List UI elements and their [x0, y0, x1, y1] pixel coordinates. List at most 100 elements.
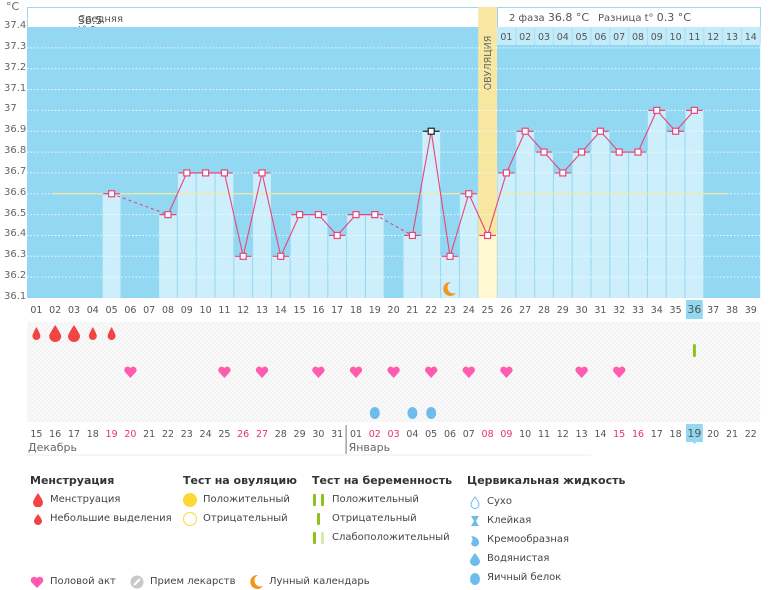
- calendar-date-label: 17: [68, 429, 80, 440]
- legend-pregnancy-title: Тест на беременность: [312, 474, 453, 487]
- drop-large-icon: [49, 325, 62, 342]
- legend-pregnancy-test: Тест на беременность Положительный Отриц…: [312, 474, 453, 544]
- legend-item-preg-positive: Положительный: [312, 494, 452, 506]
- cycle-day-label: 14: [275, 305, 287, 316]
- calendar-date-label: 30: [312, 429, 324, 440]
- temp-point: [258, 169, 266, 177]
- temp-line-segment: [374, 214, 413, 236]
- cycle-day-label: 29: [557, 305, 569, 316]
- calendar-date-label: 16: [632, 429, 644, 440]
- legend-menstruation: Менструация Менструация Небольшие выделе…: [30, 474, 172, 525]
- calendar-date-label: 17: [651, 429, 663, 440]
- temp-line-segment: [468, 193, 489, 236]
- y-tick-label: 37.4: [4, 20, 27, 31]
- legend-menstruation-title: Менструация: [30, 474, 115, 487]
- y-tick-label: 36.6: [4, 186, 27, 198]
- cycle-day-label: 21: [406, 305, 418, 316]
- legend-cervical-fluid: Цервикальная жидкость Сухо Клейкая Кремо…: [467, 474, 625, 585]
- legend-item-menstruation: Менструация: [30, 493, 172, 507]
- moon-icon: [443, 281, 456, 296]
- temp-point: [465, 190, 473, 198]
- temp-line-segment: [242, 172, 263, 257]
- cycle-day-label: 16: [312, 305, 324, 316]
- cycle-day-label: 17: [331, 305, 343, 316]
- y-tick-label: 36.2: [4, 270, 27, 282]
- calendar-date-label: 10: [519, 429, 531, 440]
- heart-icon: [312, 366, 325, 378]
- legend-item-dry: Сухо: [467, 496, 625, 509]
- calendar-date-label: 20: [124, 429, 136, 440]
- cycle-day-label: 31: [594, 305, 606, 316]
- temp-bar: [535, 152, 553, 298]
- temp-point: [615, 148, 623, 156]
- calendar-date-label: 21: [726, 429, 738, 440]
- heart-icon: [124, 366, 137, 378]
- cycle-day-label: 24: [463, 305, 475, 316]
- calendar-date-label: 24: [200, 429, 212, 440]
- temp-bar: [572, 152, 591, 298]
- legend-item-intercourse: Половой акт: [30, 576, 116, 588]
- cycle-day-label: 36: [687, 303, 701, 316]
- calendar-date-label: 12: [557, 429, 569, 440]
- temp-line-segment: [261, 172, 282, 257]
- calendar-date-label: 15: [30, 429, 42, 440]
- temp-point: [371, 211, 379, 219]
- heart-icon: [613, 366, 626, 378]
- calendar-date-label: 20: [707, 429, 719, 440]
- y-tick-label: 37.1: [4, 82, 27, 94]
- heart-icon: [218, 366, 231, 378]
- phase2-day-label: 13: [726, 32, 738, 43]
- calendar-date-label: 27: [256, 429, 268, 440]
- calendar-date-label: 28: [275, 429, 287, 440]
- y-tick-label: 36.3: [4, 249, 27, 261]
- y-tick-label: 37.2: [4, 61, 27, 73]
- legend-item-lunar: Лунный календарь: [249, 574, 370, 589]
- legend-item-watery: Водянистая: [467, 553, 625, 566]
- cycle-day-label: 09: [181, 305, 193, 316]
- temp-bar: [234, 256, 253, 298]
- heart-icon: [575, 366, 588, 378]
- sun-outline-icon: [183, 512, 197, 526]
- phase2-day-label: 04: [557, 32, 569, 43]
- legend-item-spotting: Небольшие выделения: [30, 513, 172, 525]
- temp-bar: [271, 256, 290, 298]
- calendar-date-label: 19: [687, 427, 701, 440]
- cycle-day-label: 23: [444, 305, 456, 316]
- legend-item-eggwhite: Яичный белок: [467, 572, 625, 585]
- y-tick-label: 36.1: [4, 291, 27, 302]
- legend-item-sticky: Клейкая: [467, 515, 625, 526]
- temp-bar: [610, 152, 629, 298]
- temp-bar: [685, 110, 704, 298]
- temp-line-segment: [280, 214, 301, 257]
- temp-point: [502, 169, 510, 177]
- sun-filled-icon: [183, 493, 197, 507]
- drop-small-icon: [32, 327, 41, 340]
- cycle-day-label: 07: [143, 305, 155, 316]
- calendar-date-label: 02: [369, 429, 381, 440]
- preg-positive-line1-icon: [313, 494, 316, 506]
- cycle-day-label: 01: [30, 305, 42, 316]
- temp-point: [277, 252, 285, 260]
- egg-white-icon: [426, 407, 437, 419]
- cycle-day-label: 08: [162, 305, 174, 316]
- moon-icon: [250, 574, 263, 589]
- temp-point: [296, 211, 304, 219]
- preg-faint-line1-icon: [313, 532, 316, 544]
- cycle-day-label: 10: [200, 305, 212, 316]
- phase2-label: 2 фаза: [509, 13, 545, 24]
- temp-line-segment: [505, 131, 526, 174]
- cycle-day-label: 19: [369, 305, 381, 316]
- diff-label: Разница t°: [598, 13, 654, 24]
- drop-small-icon: [107, 327, 116, 340]
- calendar-date-label: 22: [162, 429, 174, 440]
- temp-point: [333, 231, 341, 240]
- cycle-day-label: 15: [294, 305, 306, 316]
- temp-bar: [403, 235, 422, 298]
- temp-point: [596, 127, 605, 135]
- calendar-date-label: 29: [294, 429, 306, 440]
- temp-line-segment: [111, 193, 169, 216]
- y-tick-label: 36.7: [4, 165, 27, 177]
- temp-line-segment: [449, 193, 470, 257]
- y-tick-label: 36.5: [4, 207, 27, 219]
- cycle-day-label: 06: [124, 305, 136, 316]
